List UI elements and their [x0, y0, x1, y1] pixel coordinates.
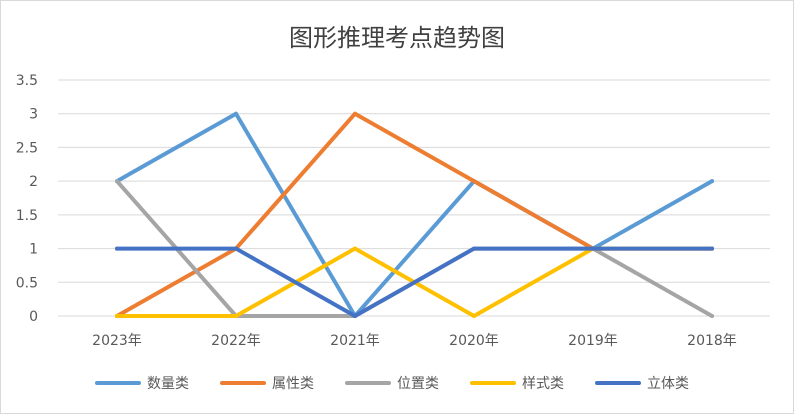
- chart-title: 图形推理考点趋势图: [289, 24, 505, 52]
- legend-label: 立体类: [647, 376, 689, 392]
- data-point-3-3: [472, 314, 476, 318]
- y-tick-label: 0: [29, 309, 38, 325]
- data-point-2-5: [710, 314, 714, 318]
- x-tick-label: 2019年: [568, 333, 618, 349]
- data-point-4-5: [710, 246, 714, 251]
- data-point-0-1: [234, 111, 238, 116]
- data-point-4-4: [591, 246, 595, 251]
- data-point-4-2: [353, 314, 357, 318]
- data-point-1-3: [472, 179, 476, 184]
- data-point-1-2: [353, 111, 357, 116]
- y-tick-label: 1.5: [16, 208, 38, 224]
- data-point-2-0: [115, 179, 119, 184]
- x-tick-label: 2018年: [687, 333, 737, 349]
- series-line-4: [115, 246, 714, 318]
- x-tick-label: 2020年: [449, 333, 499, 349]
- y-tick-label: 3: [29, 107, 38, 123]
- y-tick-label: 2.5: [16, 140, 38, 156]
- data-point-3-2: [353, 246, 357, 251]
- data-point-0-5: [710, 179, 714, 184]
- data-point-4-0: [115, 246, 119, 251]
- y-tick-label: 0.5: [16, 275, 38, 291]
- legend-label: 数量类: [147, 376, 189, 392]
- y-tick-label: 3.5: [16, 73, 38, 89]
- x-tick-label: 2021年: [330, 333, 380, 349]
- series-line-0: [115, 111, 714, 318]
- data-point-3-1: [234, 314, 238, 318]
- y-tick-label: 2: [29, 174, 38, 190]
- legend-label: 位置类: [397, 376, 439, 392]
- series-layer: [115, 111, 714, 318]
- legend: 数量类 属性类 位置类 样式类 立体类: [95, 376, 689, 392]
- legend-label: 样式类: [522, 376, 564, 392]
- x-tick-label: 2023年: [92, 333, 142, 349]
- legend-label: 属性类: [272, 376, 314, 392]
- data-point-4-3: [472, 246, 476, 251]
- data-point-3-0: [115, 314, 119, 318]
- x-tick-label: 2022年: [211, 333, 261, 349]
- axis-layer: 0 0.5 1 1.5 2 2.5 3 3.5 2023年 2022年 2021年 2020年 2019…: [16, 73, 737, 349]
- data-point-4-1: [234, 246, 238, 251]
- y-tick-label: 1: [29, 242, 38, 258]
